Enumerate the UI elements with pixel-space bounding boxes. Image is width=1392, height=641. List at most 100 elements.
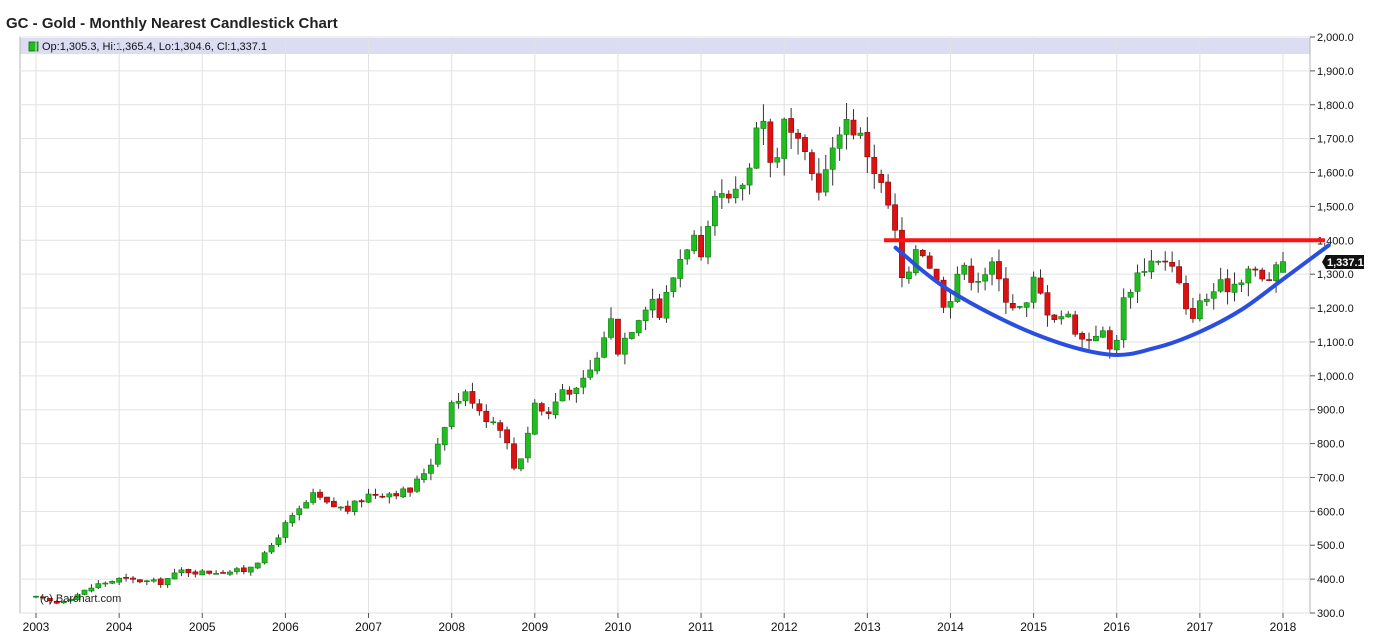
candle [781, 117, 788, 176]
candle-body-up [199, 570, 206, 576]
chart-title: GC - Gold - Monthly Nearest Candlestick … [6, 15, 338, 32]
candle-body-up [732, 188, 739, 199]
candle-body-up [1093, 335, 1099, 342]
candle [836, 126, 843, 161]
candle-body-down [324, 496, 330, 503]
candle-body-up [989, 261, 995, 275]
candle [885, 174, 892, 209]
candle-body-down [483, 410, 490, 423]
candle [1259, 267, 1266, 282]
candle-body-down [157, 578, 164, 585]
x-tick-label: 2012 [771, 620, 798, 634]
y-tick-label: 1,300.0 [1317, 269, 1354, 281]
x-tick-label: 2015 [1020, 620, 1047, 634]
candle-body-down [130, 577, 136, 580]
candle [961, 262, 968, 280]
candle [150, 577, 157, 583]
candle-body-up [386, 493, 393, 498]
x-tick-label: 2016 [1103, 620, 1130, 634]
candle-body-up [712, 196, 718, 227]
candle [725, 190, 732, 204]
x-tick-label: 2008 [438, 620, 465, 634]
y-tick-label: 1,200.0 [1317, 303, 1354, 315]
candle-body-up [247, 566, 254, 573]
candle-body-up [608, 318, 614, 338]
candle-body-up [143, 580, 150, 583]
x-tick-label: 2009 [521, 620, 548, 634]
candle [815, 158, 822, 201]
candle-body-up [1238, 282, 1245, 285]
candle [330, 497, 337, 508]
candle [518, 458, 524, 472]
candle-body-up [684, 249, 691, 260]
candle-body-down [1106, 330, 1113, 350]
candle-body-up [1134, 272, 1141, 292]
candle-body-down [206, 570, 213, 574]
candle [1224, 269, 1231, 305]
candle-body-up [1113, 339, 1120, 351]
y-tick-label: 1,800.0 [1317, 100, 1354, 112]
candle-body-down [185, 568, 192, 574]
candle [705, 220, 711, 265]
candle-body-down [1044, 292, 1051, 316]
candle-body-up [739, 184, 746, 189]
candle [123, 573, 129, 582]
candle-body-down [1162, 260, 1169, 263]
candle-body-up [116, 577, 123, 583]
candle-body-down [809, 152, 815, 174]
candle-body-up [961, 264, 968, 275]
candle [850, 109, 857, 140]
candle-body-up [150, 579, 157, 582]
candle-body-down [698, 235, 704, 258]
candle [1051, 314, 1058, 323]
candle-body-down [344, 505, 351, 512]
candle [282, 520, 289, 543]
candle-body-down [123, 577, 129, 579]
candle [46, 597, 53, 604]
candle [1002, 267, 1009, 315]
candle [185, 568, 192, 578]
candle-body-up [1016, 306, 1023, 308]
candle-body-up [178, 569, 185, 573]
candle-body-up [905, 271, 912, 279]
candle-body-up [303, 502, 310, 509]
candle-body-up [490, 421, 497, 424]
candle-body-up [1196, 300, 1203, 320]
y-tick-label: 900.0 [1317, 405, 1345, 417]
candle [1044, 285, 1051, 327]
candle [822, 154, 829, 197]
candle [1113, 335, 1120, 354]
x-tick-label: 2007 [355, 620, 382, 634]
candle-body-up [573, 387, 580, 394]
candle [1280, 252, 1286, 273]
candle-body-up [455, 400, 462, 404]
candle-body-up [718, 193, 725, 198]
candle-body-up [1273, 264, 1279, 281]
candle [1016, 305, 1023, 310]
candle [400, 486, 407, 499]
candle-body-up [781, 118, 788, 159]
candle [753, 121, 760, 169]
candle [1231, 272, 1238, 302]
candle-body-up [296, 508, 303, 515]
candle-body-down [926, 255, 933, 269]
candle-body-down [40, 596, 46, 599]
candle-body-down [538, 403, 545, 412]
candle [234, 566, 240, 575]
candle-body-up [227, 571, 233, 575]
candle-body-up [559, 389, 566, 402]
candle [407, 487, 413, 497]
candle-body-up [760, 120, 767, 129]
candle [1120, 288, 1127, 348]
candle-body-down [878, 174, 885, 183]
candle [1127, 289, 1134, 309]
candle-body-up [74, 594, 81, 601]
candle-body-up [1148, 260, 1155, 273]
candle-body-down [802, 137, 808, 152]
candle-body-up [427, 464, 434, 474]
x-tick-label: 2004 [106, 620, 133, 634]
candle-body-up [822, 169, 829, 193]
candle-body-up [1120, 297, 1127, 341]
candle-body-up [171, 572, 178, 580]
barchart-watermark: (c) Barchart.com [40, 593, 121, 605]
